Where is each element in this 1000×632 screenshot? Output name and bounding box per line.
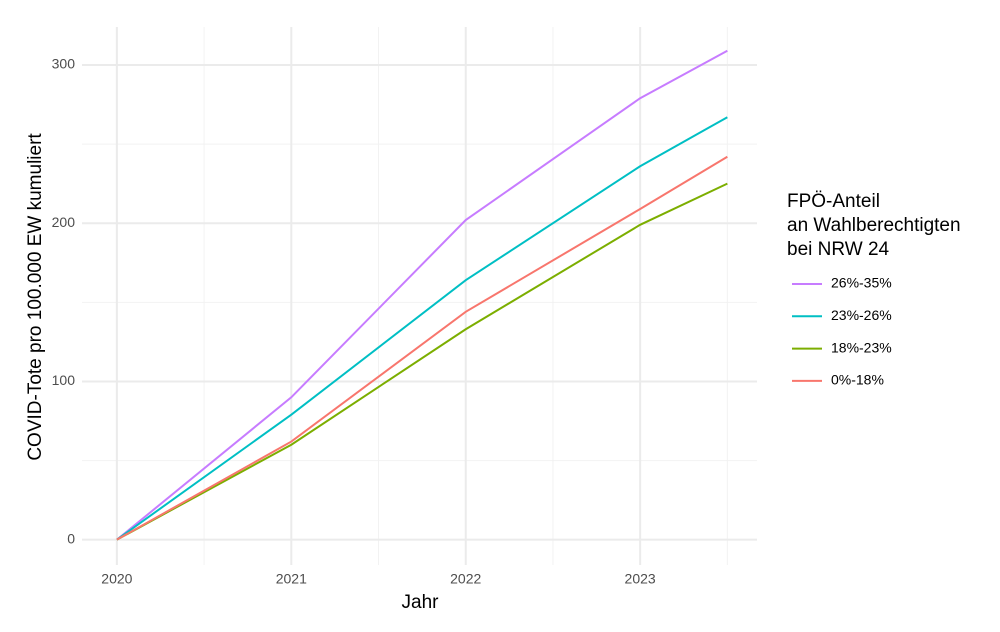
y-tick-label: 0	[67, 530, 75, 546]
legend-title: bei NRW 24	[787, 239, 890, 260]
legend-label: 18%-23%	[831, 339, 892, 355]
series-line	[116, 155, 728, 541]
legend-label: 26%-35%	[831, 275, 892, 291]
x-axis-label: Jahr	[402, 592, 440, 613]
series-line	[116, 49, 728, 541]
x-tick-label: 2021	[276, 571, 307, 587]
legend-label: 23%-26%	[831, 307, 892, 323]
series-line	[116, 182, 728, 541]
y-axis-label: COVID-Tote pro 100.000 EW kumuliert	[25, 133, 46, 461]
series-line	[116, 116, 728, 541]
legend-title: an Wahlberechtigten	[787, 215, 961, 236]
legend-title: FPÖ-Anteil	[787, 191, 880, 212]
legend-label: 0%-18%	[831, 372, 884, 388]
x-tick-label: 2022	[450, 571, 481, 587]
y-tick-label: 300	[52, 56, 76, 72]
y-tick-label: 100	[52, 372, 76, 388]
x-tick-label: 2023	[625, 571, 656, 587]
y-tick-label: 200	[52, 214, 76, 230]
x-tick-label: 2020	[101, 571, 132, 587]
